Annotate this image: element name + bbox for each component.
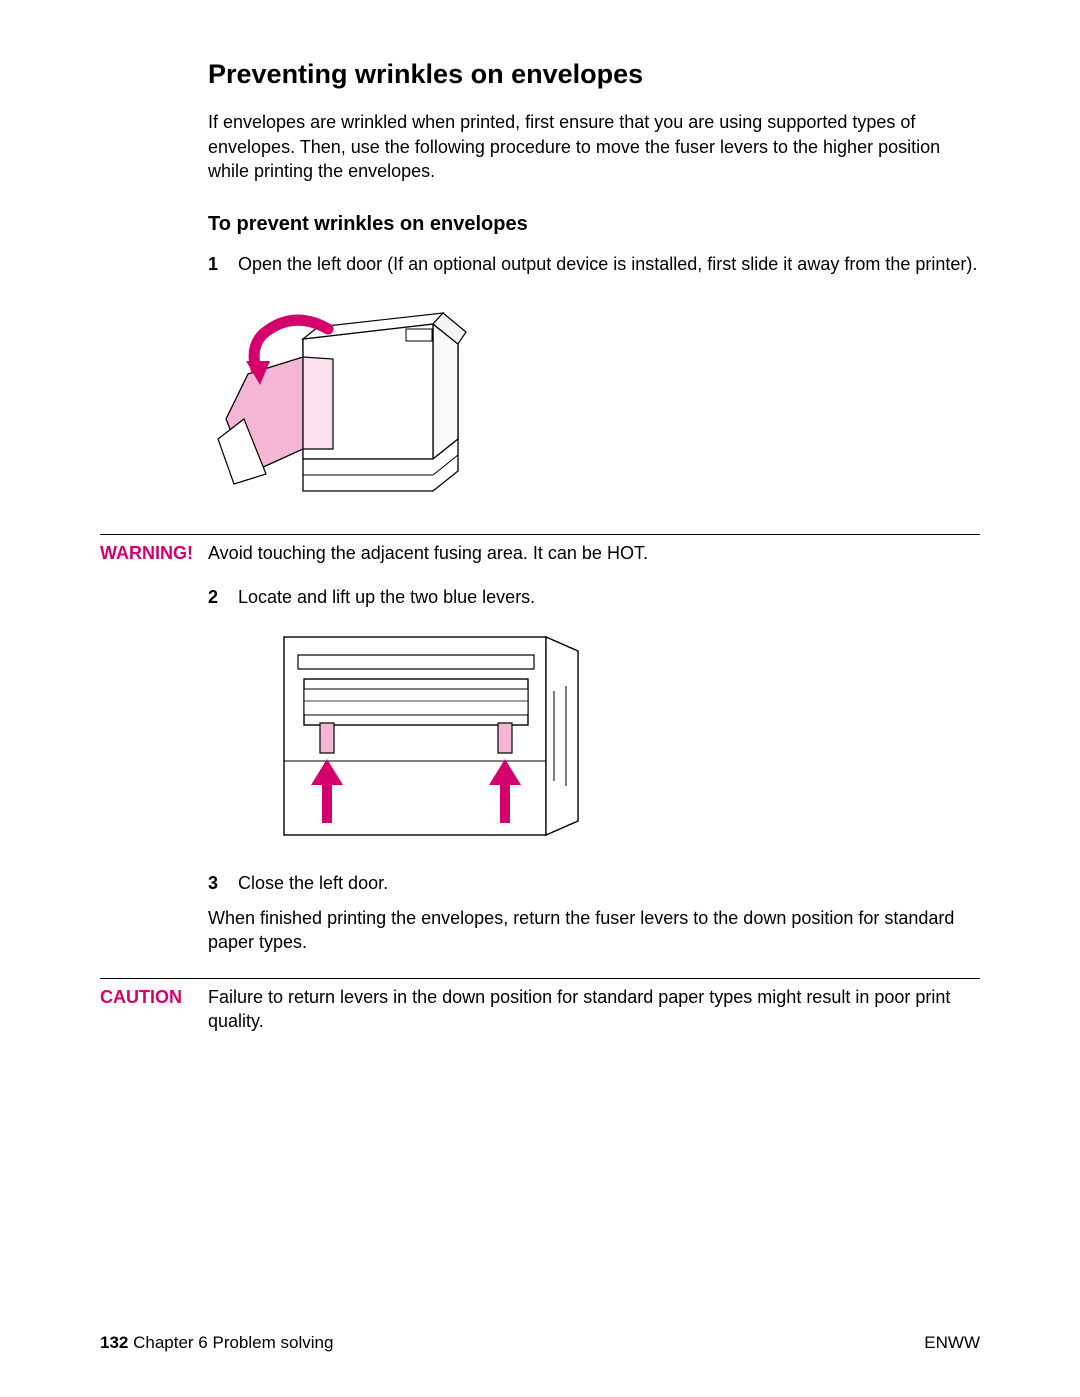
step-3: 3 Close the left door. — [208, 871, 980, 895]
post-step-paragraph: When finished printing the envelopes, re… — [208, 906, 980, 955]
page-number: 132 — [100, 1333, 128, 1352]
step-2: 2 Locate and lift up the two blue levers… — [208, 585, 980, 609]
page-title: Preventing wrinkles on envelopes — [208, 56, 980, 92]
step-1: 1 Open the left door (If an optional out… — [208, 252, 980, 276]
step-number: 3 — [208, 871, 238, 895]
step-text: Open the left door (If an optional outpu… — [238, 252, 980, 276]
step-number: 2 — [208, 585, 238, 609]
footer-right: ENWW — [924, 1332, 980, 1355]
chapter-label: Chapter 6 Problem solving — [128, 1333, 333, 1352]
warning-note: WARNING! Avoid touching the adjacent fus… — [100, 534, 980, 565]
step-number: 1 — [208, 252, 238, 276]
step-text: Locate and lift up the two blue levers. — [238, 585, 980, 609]
intro-paragraph: If envelopes are wrinkled when printed, … — [208, 110, 980, 183]
warning-label: WARNING! — [100, 534, 208, 565]
caution-label: CAUTION — [100, 978, 208, 1009]
section-subheading: To prevent wrinkles on envelopes — [208, 211, 980, 238]
caution-text: Failure to return levers in the down pos… — [208, 978, 980, 1034]
figure-1 — [208, 299, 980, 504]
caution-note: CAUTION Failure to return levers in the … — [100, 978, 980, 1034]
step-text: Close the left door. — [238, 871, 980, 895]
page-footer: 132 Chapter 6 Problem solving ENWW — [100, 1332, 980, 1355]
warning-text: Avoid touching the adjacent fusing area.… — [208, 534, 980, 565]
figure-2 — [208, 631, 980, 841]
printer-open-door-illustration — [208, 299, 488, 504]
fuser-levers-illustration — [278, 631, 588, 841]
